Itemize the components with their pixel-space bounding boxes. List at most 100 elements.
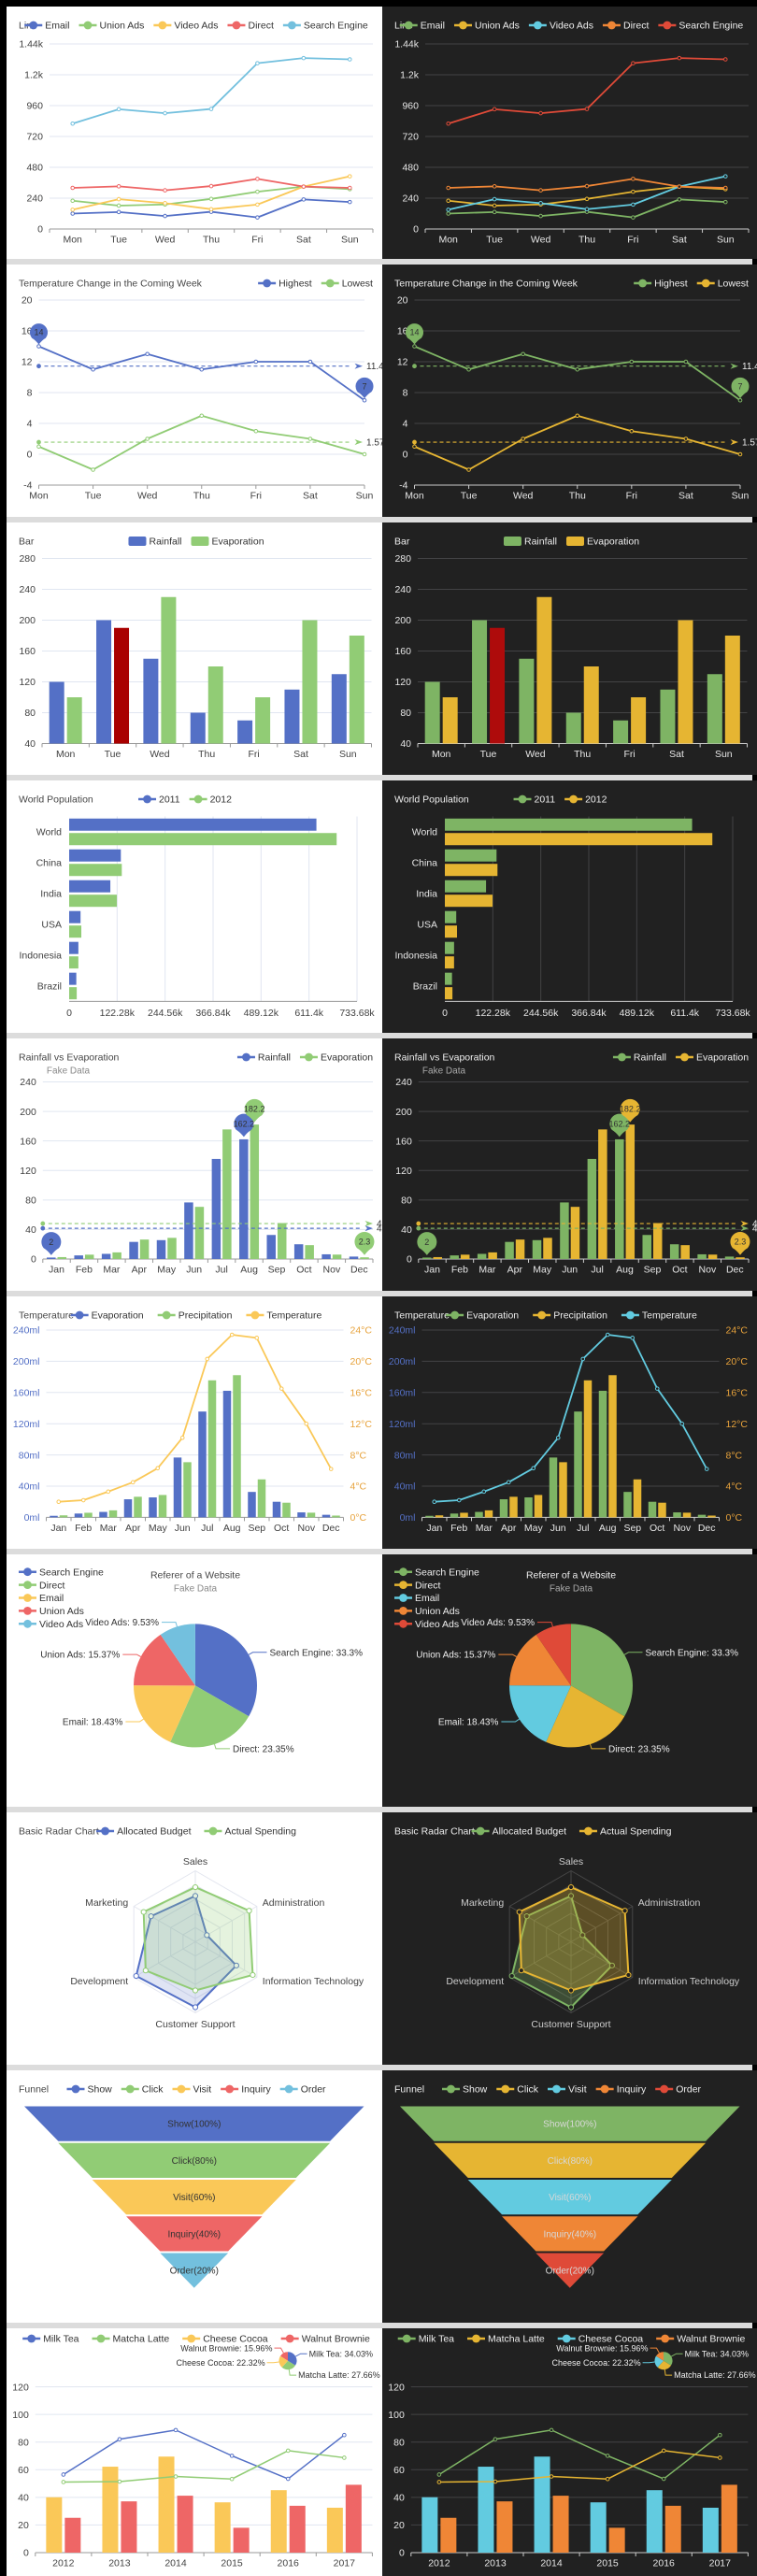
svg-text:Funnel: Funnel [394,2084,424,2096]
svg-text:Wed: Wed [513,491,534,502]
svg-text:182.2: 182.2 [620,1105,641,1114]
svg-text:40: 40 [400,738,411,750]
svg-text:240ml: 240ml [13,1325,40,1337]
svg-text:Referer of a Website: Referer of a Website [526,1570,616,1581]
svg-text:Click(80%): Click(80%) [548,2156,593,2167]
svg-text:1.2k: 1.2k [400,70,420,81]
svg-text:Click: Click [142,2084,164,2096]
svg-text:Video Ads: Video Ads [174,21,218,32]
svg-text:Cheese Cocoa: Cheese Cocoa [578,2334,644,2345]
svg-text:Sep: Sep [623,1523,641,1534]
svg-text:Bar: Bar [394,537,410,548]
svg-text:Tue: Tue [486,235,503,246]
svg-text:60: 60 [393,2465,405,2476]
svg-text:Thu: Thu [578,235,595,246]
svg-text:May: May [533,1265,552,1276]
svg-text:Rainfall vs Evaporation: Rainfall vs Evaporation [394,1052,495,1064]
svg-text:-4: -4 [399,480,407,492]
svg-text:India: India [416,889,437,900]
svg-text:Administration: Administration [263,1897,325,1909]
svg-text:40: 40 [25,1224,36,1236]
svg-text:40: 40 [18,2493,29,2504]
svg-text:40ml: 40ml [394,1481,416,1493]
svg-text:Fake Data: Fake Data [174,1584,218,1595]
svg-text:Nov: Nov [673,1523,691,1534]
svg-text:20: 20 [18,2520,29,2531]
svg-text:720: 720 [402,132,419,143]
svg-text:Mar: Mar [103,1265,121,1276]
svg-text:Wed: Wed [155,235,176,246]
svg-text:40: 40 [393,2493,405,2504]
svg-text:Temperature: Temperature [642,1310,697,1322]
svg-text:Union Ads: Union Ads [475,21,520,32]
svg-text:Order: Order [676,2084,701,2096]
svg-text:0ml: 0ml [24,1512,40,1524]
svg-text:Aug: Aug [616,1265,634,1276]
svg-text:Rainfall: Rainfall [524,537,557,548]
svg-text:Matcha Latte: 27.66%: Matcha Latte: 27.66% [298,2370,380,2380]
svg-text:Search Engine: Search Engine [415,1567,479,1578]
svg-text:Sales: Sales [559,1856,583,1868]
svg-text:Allocated Budget: Allocated Budget [493,1826,566,1838]
svg-text:Video Ads: Video Ads [39,1619,83,1630]
svg-text:611.4k: 611.4k [670,1008,699,1019]
svg-text:1.44k: 1.44k [19,39,43,50]
svg-text:Lowest: Lowest [342,279,373,290]
svg-text:Funnel: Funnel [19,2084,49,2096]
svg-text:Wed: Wed [137,491,158,502]
svg-text:366.84k: 366.84k [571,1008,607,1019]
svg-text:489.12k: 489.12k [244,1008,279,1019]
svg-text:Sat: Sat [293,749,308,760]
svg-text:60: 60 [18,2465,29,2476]
svg-text:Sat: Sat [296,235,311,246]
svg-text:Walnut Brownie: Walnut Brownie [677,2334,745,2345]
svg-text:Nov: Nov [297,1523,315,1534]
svg-text:Evaporation: Evaporation [92,1310,144,1322]
svg-text:Marketing: Marketing [461,1897,504,1909]
svg-text:80: 80 [400,708,411,719]
svg-text:Mon: Mon [63,235,82,246]
svg-text:Apr: Apr [132,1265,148,1276]
svg-text:Sun: Sun [341,235,359,246]
svg-text:40: 40 [24,738,36,750]
svg-text:Sun: Sun [732,491,750,502]
svg-text:80: 80 [401,1195,412,1207]
svg-text:Milk Tea: Milk Tea [419,2334,454,2345]
svg-text:160: 160 [395,1136,412,1147]
svg-text:Mon: Mon [438,235,458,246]
svg-text:7: 7 [362,382,366,392]
svg-text:Wed: Wed [525,749,546,760]
svg-text:120: 120 [19,677,36,688]
svg-text:Email: Email [421,21,445,32]
svg-text:Actual Spending: Actual Spending [225,1826,297,1838]
svg-text:160: 160 [394,646,411,657]
svg-text:Thu: Thu [574,749,591,760]
svg-text:1.57: 1.57 [366,438,385,449]
svg-text:24°C: 24°C [726,1325,749,1337]
svg-text:4: 4 [27,419,33,430]
svg-text:0: 0 [37,224,43,236]
svg-text:Union Ads: Union Ads [100,21,145,32]
svg-text:Click: Click [517,2084,538,2096]
svg-text:182.2: 182.2 [244,1105,265,1114]
svg-text:11.43: 11.43 [366,362,390,372]
svg-text:Tue: Tue [480,749,497,760]
svg-text:Jun: Jun [175,1523,191,1534]
svg-text:Sat: Sat [672,235,687,246]
svg-text:16: 16 [21,326,33,337]
svg-text:Cheese Cocoa: 22.32%: Cheese Cocoa: 22.32% [552,2358,641,2368]
svg-text:200ml: 200ml [13,1356,40,1367]
svg-text:Inquiry(40%): Inquiry(40%) [543,2229,596,2240]
svg-text:Indonesia: Indonesia [394,951,437,962]
svg-text:0ml: 0ml [400,1512,416,1524]
svg-text:200: 200 [20,1107,36,1118]
svg-text:Walnut Brownie: 15.96%: Walnut Brownie: 15.96% [180,2343,272,2353]
svg-text:Union Ads: Union Ads [415,1606,460,1617]
svg-text:Mon: Mon [405,491,424,502]
svg-text:Sun: Sun [717,235,735,246]
svg-text:Jan: Jan [49,1265,64,1276]
svg-text:0°C: 0°C [350,1512,367,1524]
svg-text:2014: 2014 [540,2558,563,2569]
svg-text:14: 14 [34,328,43,337]
svg-text:Feb: Feb [75,1523,92,1534]
